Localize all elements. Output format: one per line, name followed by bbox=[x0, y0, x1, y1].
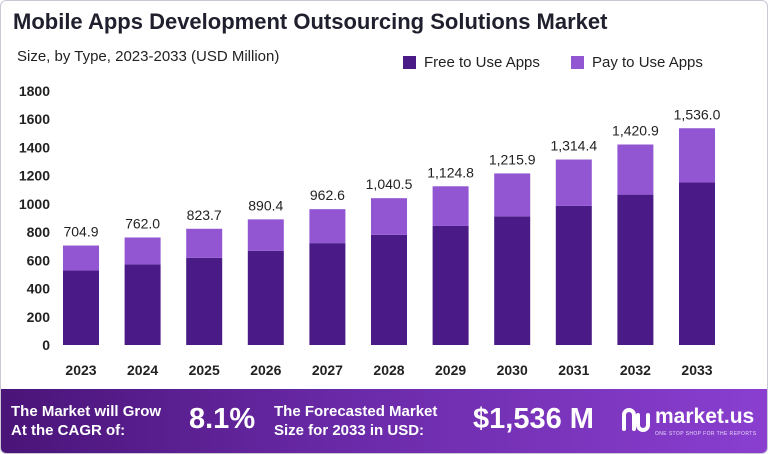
forecast-label-line-1: The Forecasted Market bbox=[274, 403, 438, 420]
x-tick-label: 2032 bbox=[620, 362, 651, 378]
x-tick-label: 2029 bbox=[435, 362, 466, 378]
bar-segment-free bbox=[679, 182, 715, 345]
market-us-logo: market.us ONE STOP SHOP FOR THE REPORTS bbox=[621, 403, 761, 443]
bar-total-label: 890.4 bbox=[248, 197, 283, 213]
bar-segment-pay bbox=[124, 237, 161, 265]
bar-total-label: 704.9 bbox=[63, 224, 98, 240]
cagr-label-line-1: The Market will Grow bbox=[11, 403, 162, 420]
y-tick-label: 600 bbox=[27, 252, 51, 268]
bar-total-label: 1,215.9 bbox=[489, 151, 536, 167]
bar-total-label: 1,536.0 bbox=[674, 106, 721, 122]
forecast-value: $1,536 M bbox=[473, 403, 594, 435]
bar-segment-free bbox=[432, 225, 469, 345]
x-tick-label: 2028 bbox=[373, 362, 404, 378]
bar-segment-pay bbox=[432, 186, 469, 226]
cagr-label-line-2: At the CAGR of: bbox=[11, 422, 126, 439]
forecast-label: The Forecasted Market Size for 2033 in U… bbox=[274, 402, 437, 440]
bar-segment-free bbox=[309, 243, 346, 345]
bar-segment-pay bbox=[247, 219, 284, 251]
x-tick-label: 2026 bbox=[250, 362, 281, 378]
x-tick-label: 2027 bbox=[312, 362, 343, 378]
y-tick-label: 200 bbox=[27, 309, 51, 325]
market-us-logo-icon bbox=[622, 408, 650, 432]
bar-total-label: 1,124.8 bbox=[427, 164, 474, 180]
x-tick-label: 2025 bbox=[189, 362, 220, 378]
chart-title: Mobile Apps Development Outsourcing Solu… bbox=[13, 9, 608, 34]
y-tick-label: 1800 bbox=[19, 83, 50, 99]
forecast-label-line-2: Size for 2033 in USD: bbox=[274, 422, 425, 439]
bar-segment-pay bbox=[371, 198, 407, 235]
bar-total-label: 962.6 bbox=[310, 187, 345, 203]
bar-segment-pay bbox=[617, 144, 654, 195]
y-tick-label: 0 bbox=[42, 337, 50, 353]
logo-name: market.us bbox=[655, 405, 755, 428]
bar-segment-pay bbox=[494, 173, 531, 217]
cagr-label: The Market will Grow At the CAGR of: bbox=[11, 402, 161, 440]
bar-segment-pay bbox=[555, 159, 592, 206]
bar-segment-free bbox=[371, 234, 407, 345]
bar-segment-pay bbox=[679, 128, 715, 183]
y-tick-label: 1400 bbox=[19, 139, 50, 155]
y-tick-label: 1000 bbox=[19, 196, 50, 212]
y-tick-label: 1200 bbox=[19, 168, 50, 184]
legend-item-free: Free to Use Apps bbox=[403, 53, 540, 71]
x-tick-label: 2030 bbox=[497, 362, 528, 378]
bar-segment-free bbox=[494, 216, 531, 345]
y-tick-label: 800 bbox=[27, 224, 51, 240]
x-tick-label: 2033 bbox=[681, 362, 712, 378]
x-tick-label: 2031 bbox=[558, 362, 589, 378]
footer-banner: The Market will Grow At the CAGR of: 8.1… bbox=[1, 389, 767, 453]
bar-segment-free bbox=[186, 257, 223, 345]
bar-segment-pay bbox=[186, 228, 223, 258]
bar-segment-pay bbox=[309, 209, 346, 244]
legend-label-free: Free to Use Apps bbox=[424, 53, 540, 71]
y-tick-label: 1600 bbox=[19, 111, 50, 127]
logo-tagline: ONE STOP SHOP FOR THE REPORTS bbox=[655, 431, 757, 437]
bar-chart: 0 200 400 600 800 1000 1200 1400 1600 1800 704.9 20… bbox=[19, 83, 721, 378]
legend-swatch-pay bbox=[571, 55, 584, 69]
bar-total-label: 1,420.9 bbox=[612, 122, 659, 138]
bar-segment-free bbox=[63, 270, 99, 345]
chart-subtitle: Size, by Type, 2023-2033 (USD Million) bbox=[17, 48, 280, 65]
cagr-value: 8.1% bbox=[189, 403, 256, 435]
legend-swatch-free bbox=[403, 55, 416, 69]
y-tick-label: 400 bbox=[27, 281, 51, 297]
bar-total-label: 823.7 bbox=[187, 207, 222, 223]
bar-segment-free bbox=[247, 250, 284, 345]
legend-item-pay: Pay to Use Apps bbox=[571, 53, 703, 71]
bar-total-label: 762.0 bbox=[125, 215, 160, 231]
bar-segment-pay bbox=[63, 245, 99, 271]
legend-label-pay: Pay to Use Apps bbox=[592, 53, 703, 71]
bar-segment-free bbox=[555, 205, 592, 345]
bar-segment-free bbox=[124, 264, 161, 345]
bar-segment-free bbox=[617, 194, 654, 345]
x-tick-label: 2024 bbox=[127, 362, 158, 378]
bar-total-label: 1,314.4 bbox=[550, 138, 597, 154]
bar-total-label: 1,040.5 bbox=[366, 176, 413, 192]
x-tick-label: 2023 bbox=[65, 362, 96, 378]
